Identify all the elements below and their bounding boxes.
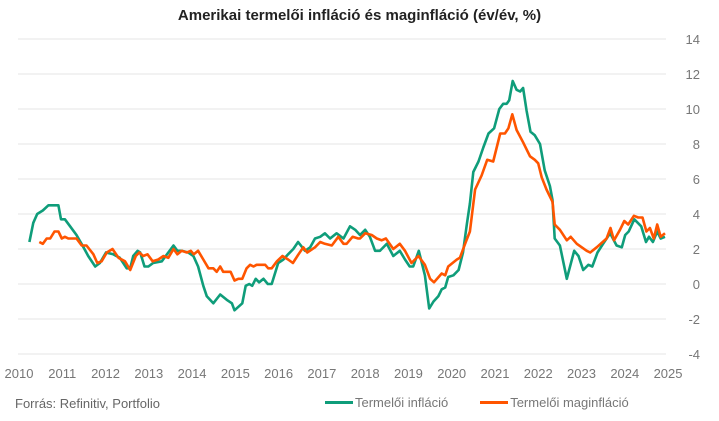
x-tick-label: 2017 bbox=[307, 366, 336, 381]
x-tick-label: 2014 bbox=[178, 366, 207, 381]
x-tick-label: 2018 bbox=[351, 366, 380, 381]
y-tick-label: 2 bbox=[693, 242, 700, 257]
series-lines bbox=[28, 79, 666, 312]
legend-item-ppi: Termelői infláció bbox=[325, 395, 448, 410]
y-tick-label: 4 bbox=[693, 207, 700, 222]
x-tick-label: 2015 bbox=[221, 366, 250, 381]
x-tick-label: 2025 bbox=[654, 366, 683, 381]
y-tick-label: -2 bbox=[688, 312, 700, 327]
gridlines bbox=[18, 38, 666, 355]
x-tick-label: 2013 bbox=[134, 366, 163, 381]
x-tick-label: 2023 bbox=[567, 366, 596, 381]
legend-swatch-ppi bbox=[325, 401, 353, 404]
series-line-1 bbox=[38, 113, 666, 284]
series-line-0 bbox=[28, 79, 666, 312]
x-tick-label: 2012 bbox=[91, 366, 120, 381]
y-tick-label: 14 bbox=[686, 32, 700, 47]
y-tick-label: 12 bbox=[686, 67, 700, 82]
y-tick-label: 0 bbox=[693, 277, 700, 292]
x-tick-label: 2020 bbox=[437, 366, 466, 381]
x-tick-label: 2024 bbox=[610, 366, 639, 381]
x-tick-label: 2022 bbox=[524, 366, 553, 381]
x-tick-label: 2021 bbox=[481, 366, 510, 381]
legend-item-core-ppi: Termelői maginfláció bbox=[480, 395, 629, 410]
y-axis-ticks: 14 12 10 8 6 4 2 0 -2 -4 bbox=[686, 32, 700, 362]
legend: Termelői infláció Termelői maginfláció bbox=[325, 395, 629, 410]
x-axis-ticks: 2010 2011 2012 2013 2014 2015 2016 2017 2018 2019… bbox=[5, 366, 683, 381]
legend-label-ppi: Termelői infláció bbox=[355, 395, 449, 410]
legend-swatch-core-ppi bbox=[480, 401, 509, 404]
source-note: Forrás: Refinitiv, Portfolio bbox=[15, 396, 160, 411]
x-tick-label: 2010 bbox=[5, 366, 34, 381]
y-tick-label: -4 bbox=[688, 347, 700, 362]
y-tick-label: 10 bbox=[686, 102, 700, 117]
chart-title: Amerikai termelői infláció és maginfláci… bbox=[177, 7, 542, 24]
x-tick-label: 2019 bbox=[394, 366, 423, 381]
y-tick-label: 8 bbox=[693, 137, 700, 152]
x-tick-label: 2016 bbox=[264, 366, 293, 381]
y-tick-label: 6 bbox=[693, 172, 700, 187]
x-tick-label: 2011 bbox=[48, 366, 76, 381]
legend-label-core-ppi: Termelői maginfláció bbox=[510, 395, 629, 410]
